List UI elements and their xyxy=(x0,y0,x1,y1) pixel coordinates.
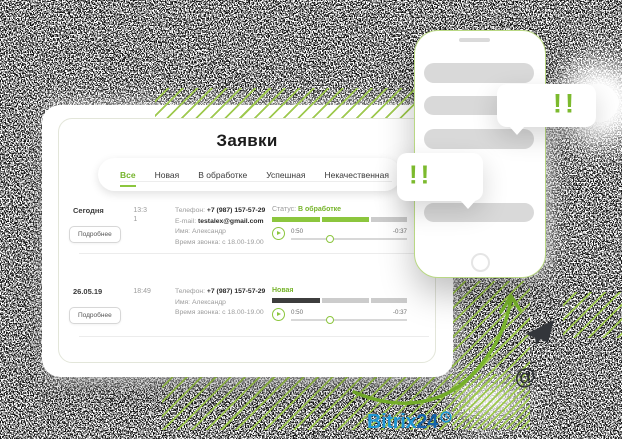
date-column: 26.05.19 Подробнее xyxy=(66,287,133,336)
progress-segment xyxy=(272,217,320,222)
home-button-icon xyxy=(471,253,490,272)
play-icon[interactable] xyxy=(272,227,285,240)
details-button[interactable]: Подробнее xyxy=(69,226,121,243)
status-column: Новая 0:50 -0:37 xyxy=(272,287,407,336)
requests-card: Заявки Все Новая В обработке Успешная Не… xyxy=(58,118,436,363)
row-time: 13:31 xyxy=(133,207,147,223)
seek-track[interactable] xyxy=(291,315,407,324)
request-rows: Сегодня Подробнее 13:31 Телефон: +7 (987… xyxy=(59,201,435,337)
audio-player: 0:50 -0:37 xyxy=(272,308,407,324)
tab-low-quality[interactable]: Некачественная xyxy=(324,169,389,180)
details-button[interactable]: Подробнее xyxy=(69,307,121,324)
elapsed-time: 0:50 xyxy=(291,309,304,316)
phone-speaker xyxy=(459,38,490,42)
contact-details: Телефон: +7 (987) 157-57-29 E-mail: test… xyxy=(175,206,272,253)
paper-plane-icon xyxy=(526,320,554,345)
tab-in-progress[interactable]: В обработке xyxy=(198,169,248,180)
table-row: Сегодня Подробнее 13:31 Телефон: +7 (987… xyxy=(59,201,435,253)
status-column: Статус: В обработке 0:50 -0:37 xyxy=(272,206,407,253)
message-placeholder-bar xyxy=(424,63,534,83)
seek-knob[interactable] xyxy=(325,234,334,243)
status-badge: Статус: В обработке xyxy=(272,206,342,213)
progress-segment xyxy=(371,217,407,222)
play-icon[interactable] xyxy=(272,308,285,321)
progress-bar xyxy=(272,298,407,303)
status-tabs-bar: Все Новая В обработке Успешная Некачеств… xyxy=(98,158,401,191)
message-placeholder-bar xyxy=(424,203,534,222)
tab-successful[interactable]: Успешная xyxy=(266,169,306,180)
bubble-tail xyxy=(509,126,525,143)
progress-segment xyxy=(322,217,369,222)
seek-track[interactable] xyxy=(291,234,407,243)
progress-segment xyxy=(272,298,320,303)
remaining-time: -0:37 xyxy=(392,309,407,316)
row-divider xyxy=(79,253,429,254)
row-time: 18:49 xyxy=(133,288,151,295)
notification-bubble: !! xyxy=(497,84,596,135)
double-exclamation-icon: !! xyxy=(553,88,577,119)
email-line: E-mail: testalex@gmail.com xyxy=(174,217,264,225)
tab-all[interactable]: Все xyxy=(120,169,136,187)
calltime-line: Время звонка: с 18.00-19.00 xyxy=(174,238,264,246)
bubble-tail xyxy=(460,200,476,217)
name-line: Имя: Александр xyxy=(174,228,226,235)
diagonal-stripes-top xyxy=(155,88,414,122)
row-date: Сегодня xyxy=(73,206,104,215)
double-exclamation-icon: !! xyxy=(409,159,433,190)
contact-details: Телефон: +7 (987) 157-57-29 Имя: Алексан… xyxy=(175,287,272,336)
svg-text:@: @ xyxy=(512,362,537,390)
diagonal-stripes-corner xyxy=(563,292,622,338)
tabs-underline-track xyxy=(120,181,392,182)
tab-new[interactable]: Новая xyxy=(154,169,180,180)
audio-player: 0:50 -0:37 xyxy=(272,227,407,243)
date-column: Сегодня Подробнее xyxy=(66,206,133,253)
phone-line: Телефон: +7 (987) 157-57-29 xyxy=(174,207,266,214)
row-date: 26.05.19 xyxy=(73,287,103,296)
message-placeholder-bar xyxy=(424,129,534,149)
elapsed-time: 0:50 xyxy=(291,228,304,235)
seek-knob[interactable] xyxy=(325,315,334,324)
at-sign-icon: @ xyxy=(512,362,537,390)
progress-bar xyxy=(272,217,407,222)
logo-brand-text: Bitrix xyxy=(367,411,417,433)
row-divider xyxy=(79,336,429,337)
curved-arrow-icon xyxy=(352,294,522,405)
table-row: 26.05.19 Подробнее 18:49 Телефон: +7 (98… xyxy=(59,282,435,336)
status-badge: Новая xyxy=(272,287,294,294)
notification-bubble: !! xyxy=(397,153,483,209)
calltime-line: Время звонка: с 18.00-19.00 xyxy=(174,309,264,316)
progress-segment xyxy=(371,298,407,303)
decorations: @ xyxy=(352,294,554,405)
bitrix24-logo: Bitrix 24 xyxy=(367,410,452,434)
page-title: Заявки xyxy=(216,131,278,150)
progress-segment xyxy=(322,298,369,303)
phone-line: Телефон: +7 (987) 157-57-29 xyxy=(174,288,266,295)
logo-number-text: 24 xyxy=(416,411,438,433)
message-placeholder-bar xyxy=(424,96,506,115)
name-line: Имя: Александр xyxy=(174,298,226,306)
clock-icon xyxy=(440,411,452,423)
remaining-time: -0:37 xyxy=(392,228,407,235)
